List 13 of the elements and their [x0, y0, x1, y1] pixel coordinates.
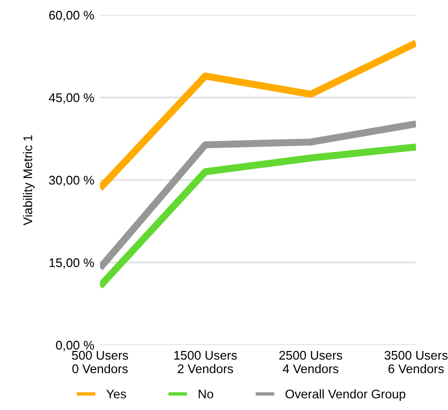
y-tick-label: 0,00 % [56, 340, 94, 352]
y-tick-label: 60,00 % [49, 10, 94, 22]
x-tick-label: 2500 Users 4 Vendors [279, 350, 342, 374]
y-axis-title: Viability Metric 1 [23, 135, 35, 226]
legend-label: Yes [106, 390, 126, 398]
y-tick-label: 45,00 % [48, 93, 94, 104]
x-tick-label: 500 Users 0 Vendors [72, 350, 128, 374]
legend-label: No [198, 390, 214, 398]
legend-label: Overall Vendor Group [286, 389, 406, 401]
x-tick-label: 3500 Users 6 Vendors [384, 350, 448, 374]
x-tick-label: 1500 Users 2 Vendors [174, 350, 237, 374]
y-tick-label: 15,00 % [50, 258, 94, 269]
y-tick-label: 30,00 % [49, 176, 94, 186]
